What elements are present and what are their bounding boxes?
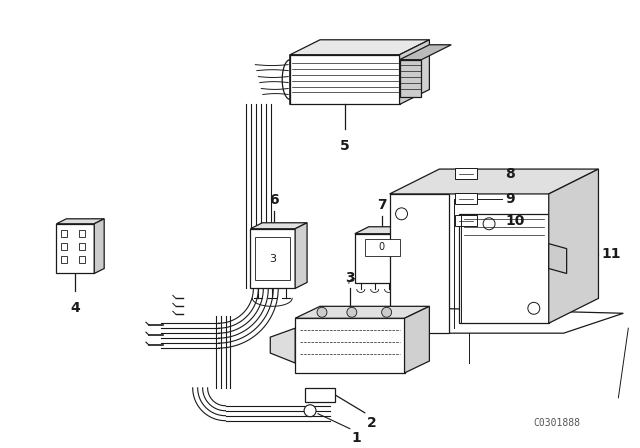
Polygon shape [399, 40, 429, 104]
Bar [79, 243, 85, 250]
Polygon shape [365, 239, 399, 256]
Bar [79, 256, 85, 263]
Circle shape [528, 302, 540, 314]
Text: 4: 4 [70, 302, 80, 315]
Polygon shape [250, 223, 307, 229]
Polygon shape [404, 306, 429, 373]
Bar [79, 230, 85, 237]
Circle shape [381, 307, 392, 317]
Polygon shape [295, 223, 307, 289]
Text: 9: 9 [505, 192, 515, 206]
Circle shape [396, 208, 408, 220]
Text: 2: 2 [367, 416, 376, 430]
Bar [455, 168, 477, 179]
Polygon shape [255, 237, 290, 280]
Polygon shape [295, 318, 404, 373]
Circle shape [396, 307, 408, 319]
Polygon shape [270, 328, 295, 363]
Circle shape [483, 218, 495, 230]
Polygon shape [355, 234, 410, 284]
Circle shape [347, 307, 356, 317]
Text: 11: 11 [602, 246, 621, 261]
Bar [455, 193, 477, 204]
Polygon shape [290, 55, 399, 104]
Text: 8: 8 [505, 167, 515, 181]
Text: 6: 6 [269, 193, 279, 207]
Polygon shape [295, 306, 429, 318]
Polygon shape [390, 194, 449, 333]
Polygon shape [399, 60, 422, 98]
Polygon shape [290, 40, 429, 55]
Bar [61, 243, 67, 250]
Text: 7: 7 [377, 198, 387, 212]
Polygon shape [399, 45, 451, 60]
Circle shape [304, 405, 316, 417]
Text: 1: 1 [352, 431, 362, 444]
Text: 0: 0 [379, 241, 385, 252]
Polygon shape [56, 224, 94, 273]
Polygon shape [250, 229, 295, 289]
Polygon shape [385, 308, 623, 333]
Text: 5: 5 [340, 139, 349, 153]
Polygon shape [94, 219, 104, 273]
Polygon shape [410, 227, 424, 284]
Polygon shape [548, 244, 566, 273]
Polygon shape [305, 388, 335, 402]
Text: 10: 10 [505, 214, 524, 228]
Polygon shape [548, 169, 598, 323]
Text: C0301888: C0301888 [534, 418, 581, 428]
Polygon shape [355, 227, 424, 234]
Bar [61, 230, 67, 237]
Text: 3: 3 [269, 254, 276, 263]
Text: 3: 3 [345, 271, 355, 285]
Circle shape [317, 307, 327, 317]
Polygon shape [56, 219, 104, 224]
Polygon shape [460, 214, 548, 323]
Bar [455, 215, 477, 226]
Bar [61, 256, 67, 263]
Polygon shape [390, 169, 598, 194]
